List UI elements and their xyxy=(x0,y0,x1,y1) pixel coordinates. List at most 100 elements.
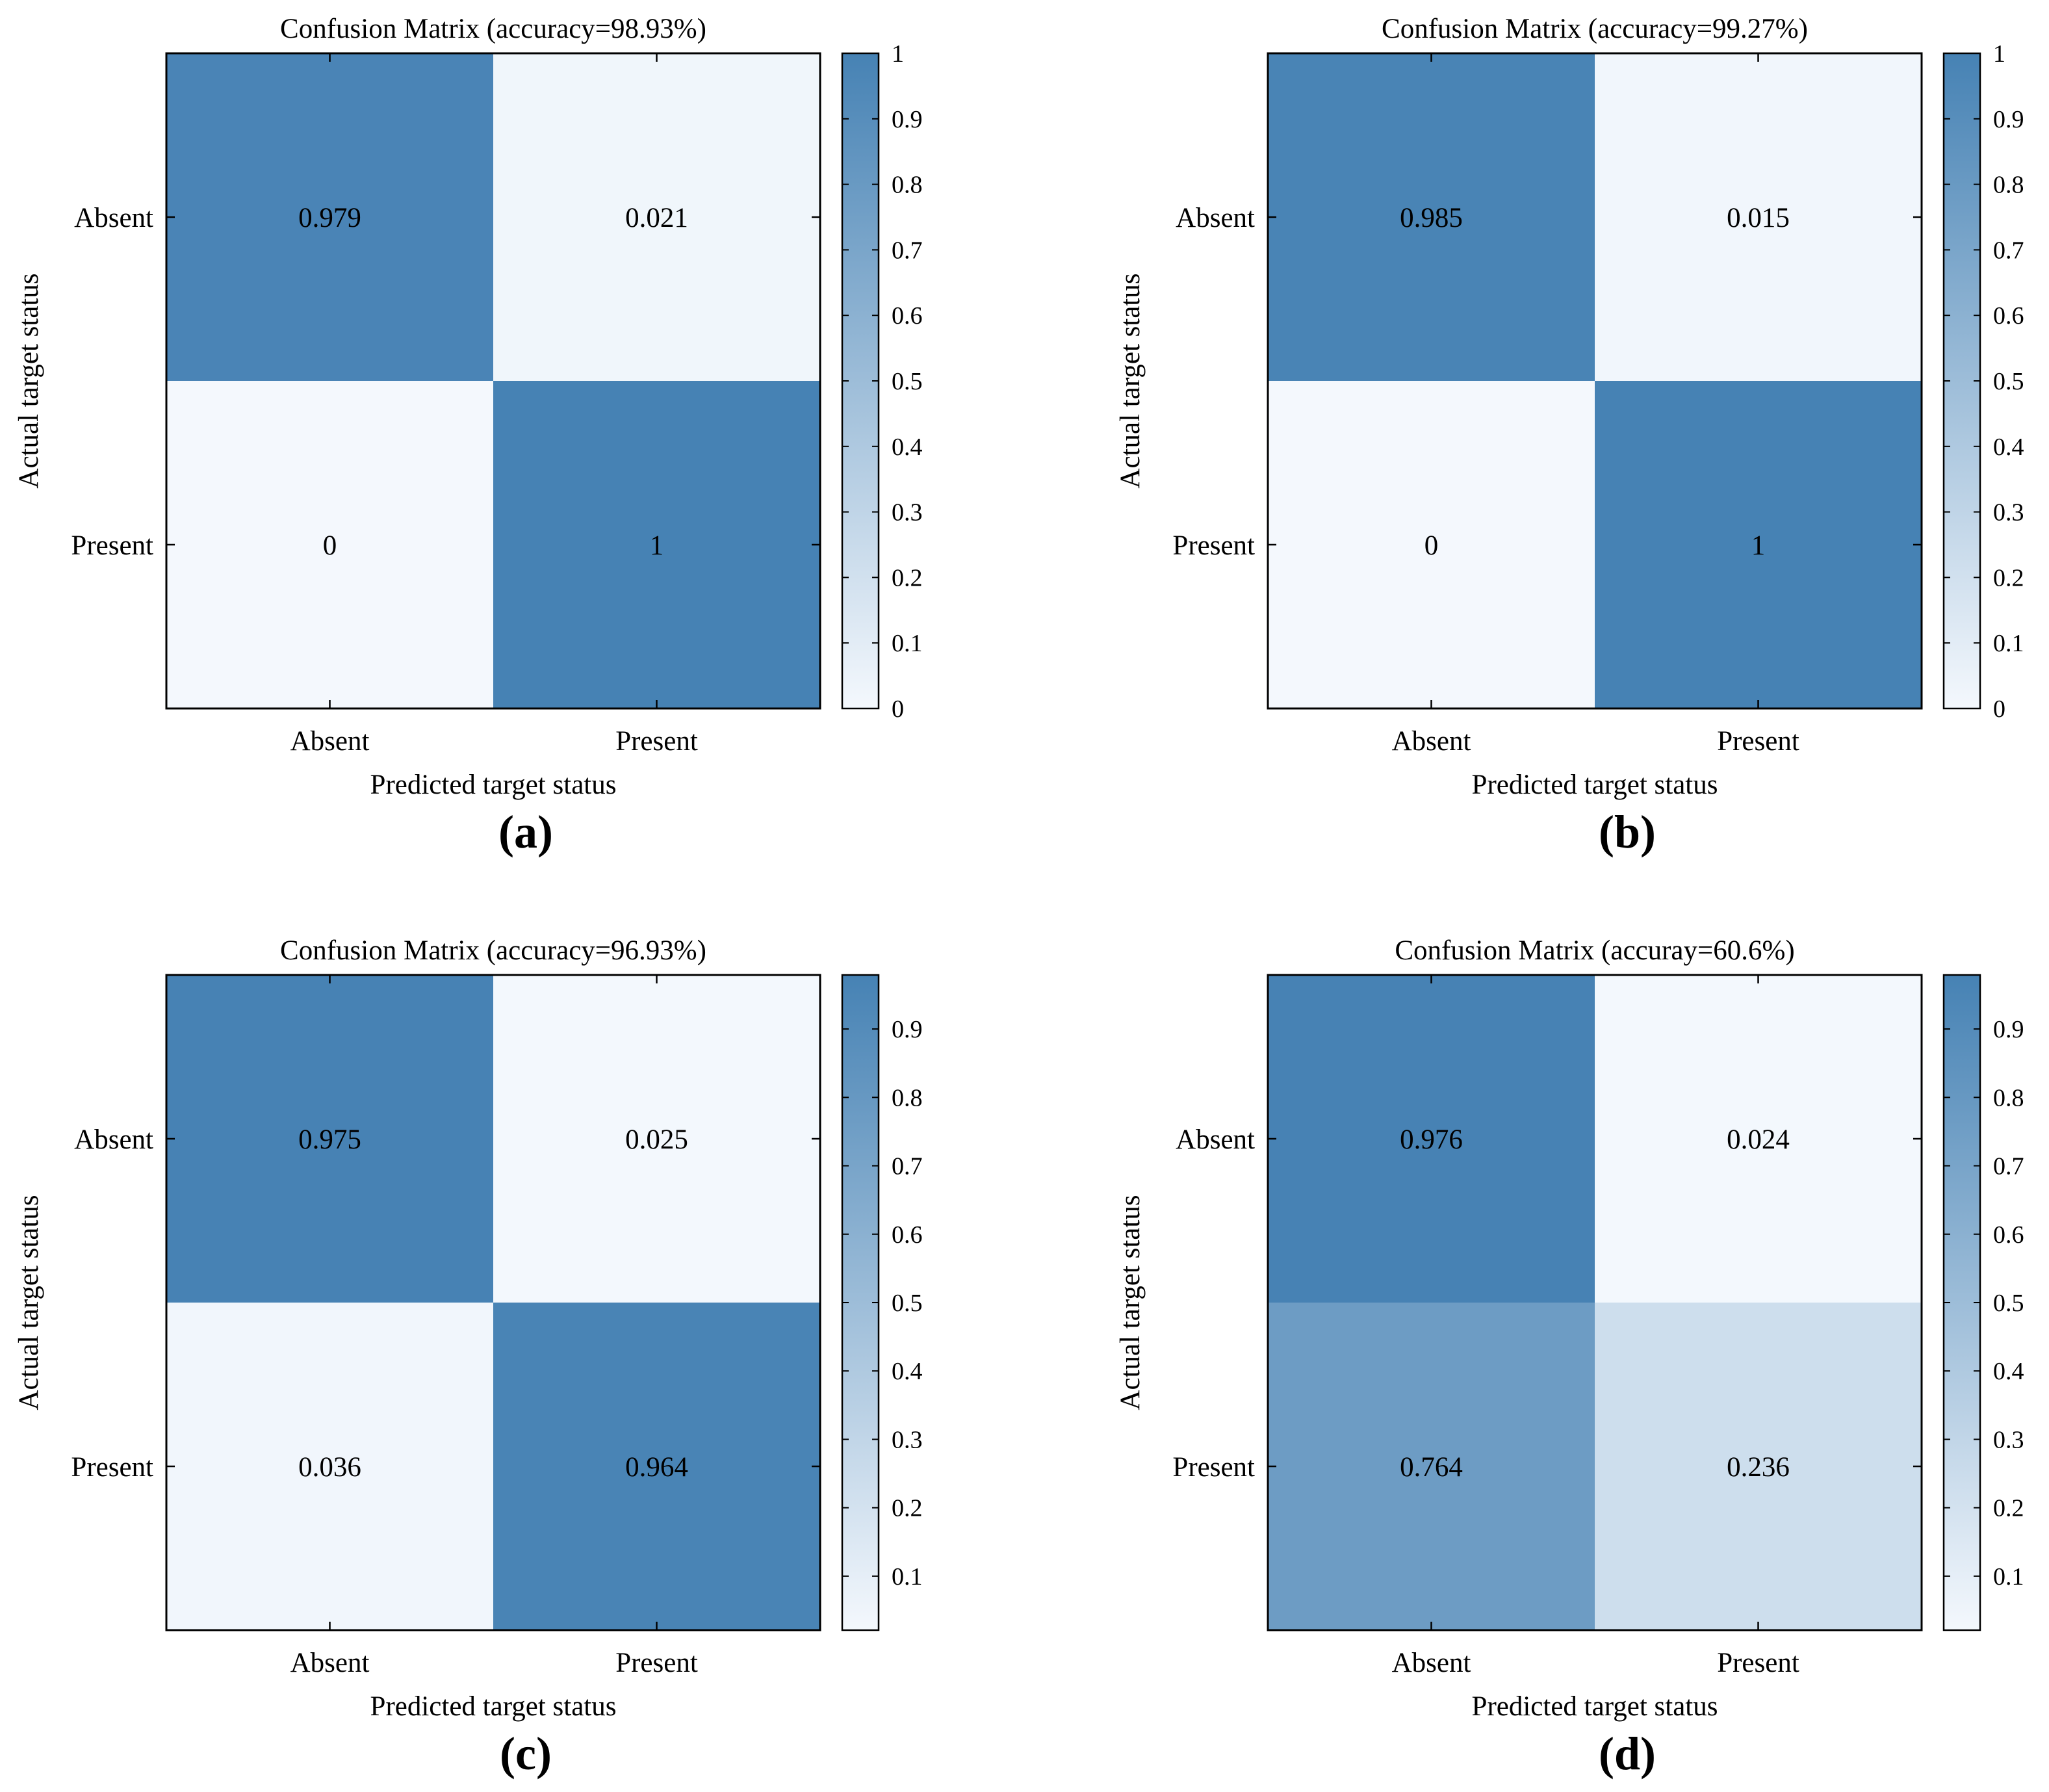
plot-frame xyxy=(165,52,821,710)
colorbar-tick-label: 0.8 xyxy=(1993,172,2024,199)
matrix-cell xyxy=(493,53,820,381)
y-tick-label: Absent xyxy=(74,1124,153,1155)
chart-title: Confusion Matrix (accuray=60.6%) xyxy=(1395,935,1794,966)
chart-title: Confusion Matrix (accuracy=98.93%) xyxy=(280,14,706,44)
colorbar-tick-label: 0.4 xyxy=(1993,434,2024,461)
colorbar-tick-label: 0.4 xyxy=(1993,1358,2024,1385)
x-axis-label: Predicted target status xyxy=(370,770,617,800)
matrix-cell xyxy=(166,975,493,1303)
x-tick-label: Present xyxy=(1717,726,1799,757)
cell-value-label: 0 xyxy=(1424,530,1439,561)
matrix-cell xyxy=(1595,1303,1922,1630)
matrix-cell xyxy=(1595,975,1922,1303)
colorbar-tick-label: 0.3 xyxy=(1993,1426,2024,1453)
colorbar-tick-label: 0.5 xyxy=(892,1290,923,1317)
colorbar-tick-label: 1 xyxy=(1993,40,2005,68)
cell-value-label: 1 xyxy=(1751,530,1766,561)
y-axis-label: Actual target status xyxy=(14,273,44,488)
colorbar-tick-label: 0.8 xyxy=(892,172,923,199)
colorbar-tick-label: 1 xyxy=(892,40,904,68)
cell-value-label: 0.236 xyxy=(1727,1452,1790,1483)
x-axis-label: Predicted target status xyxy=(370,1691,617,1722)
cell-value-label: 0.764 xyxy=(1400,1452,1463,1483)
colorbar-tick-label: 0.6 xyxy=(1993,1221,2024,1249)
x-tick-label: Absent xyxy=(290,726,370,757)
colorbar-tick-label: 0.6 xyxy=(892,302,923,330)
matrix-cell xyxy=(1595,381,1922,708)
plot-frame xyxy=(165,974,821,1631)
x-tick-label: Present xyxy=(1717,1648,1799,1678)
colorbar-tick-label: 0.1 xyxy=(1993,1563,2024,1591)
cell-value-label: 0.964 xyxy=(625,1452,688,1483)
colorbar-tick-label: 0.5 xyxy=(1993,368,2024,395)
colorbar-tick-label: 0.7 xyxy=(892,237,923,264)
panel-d: Confusion Matrix (accuray=60.6%) 0.976 0.0… xyxy=(1115,935,2024,1780)
y-axis-label: Actual target status xyxy=(1115,273,1146,488)
matrix-cell xyxy=(166,53,493,381)
x-tick-label: Present xyxy=(615,1648,698,1678)
colorbar-tick-label: 0.2 xyxy=(892,564,923,591)
chart-title: Confusion Matrix (accuracy=96.93%) xyxy=(280,935,706,966)
matrix-cell xyxy=(1268,975,1595,1303)
y-tick-label: Present xyxy=(1172,530,1255,561)
colorbar-tick-label: 0.9 xyxy=(892,106,923,133)
colorbar-tick-label: 0.1 xyxy=(892,1563,923,1591)
y-tick-label: Absent xyxy=(74,203,153,233)
matrix-cell xyxy=(493,381,820,708)
y-axis-label: Actual target status xyxy=(1115,1195,1146,1410)
cell-value-label: 0.979 xyxy=(298,203,361,233)
colorbar-tick-label: 0.4 xyxy=(892,1358,923,1385)
x-axis-label: Predicted target status xyxy=(1472,770,1718,800)
colorbar-tick-label: 0.2 xyxy=(1993,564,2024,591)
colorbar-tick-label: 0.6 xyxy=(892,1221,923,1249)
colorbar-tick-label: 0.8 xyxy=(892,1084,923,1111)
colorbar-tick-label: 0.9 xyxy=(1993,1016,2024,1043)
colorbar-tick-label: 0.7 xyxy=(892,1153,923,1180)
x-tick-label: Absent xyxy=(1392,726,1471,757)
cell-value-label: 0.975 xyxy=(298,1124,361,1155)
matrix-cell xyxy=(493,975,820,1303)
colorbar-tick-label: 0.3 xyxy=(892,499,923,526)
matrix-cell xyxy=(1268,1303,1595,1630)
colorbar-tick-label: 0.7 xyxy=(1993,237,2024,264)
y-tick-label: Present xyxy=(1172,1452,1255,1483)
cell-value-label: 1 xyxy=(650,530,664,561)
colorbar-tick-label: 0.3 xyxy=(892,1426,923,1453)
matrix-cell xyxy=(166,381,493,708)
matrix-cell xyxy=(1268,381,1595,708)
panel-c: Confusion Matrix (accuracy=96.93%) 0.975 0… xyxy=(14,935,923,1780)
cell-value-label: 0.036 xyxy=(298,1452,361,1483)
plot-frame xyxy=(1267,52,1923,710)
cell-value-label: 0.024 xyxy=(1727,1124,1790,1155)
y-tick-label: Present xyxy=(71,1452,153,1483)
panel-label: (c) xyxy=(500,1728,552,1780)
colorbar-tick-label: 0.2 xyxy=(1993,1495,2024,1522)
matrix-cell xyxy=(166,1303,493,1630)
colorbar-tick-label: 0.5 xyxy=(892,368,923,395)
colorbar-tick-label: 0 xyxy=(1993,695,2005,723)
x-tick-label: Present xyxy=(615,726,698,757)
y-tick-label: Present xyxy=(71,530,153,561)
colorbar-tick-label: 0.7 xyxy=(1993,1153,2024,1180)
x-tick-label: Absent xyxy=(290,1648,370,1678)
panel-label: (b) xyxy=(1599,806,1656,858)
x-axis-label: Predicted target status xyxy=(1472,1691,1718,1722)
panel-a: Confusion Matrix (accuracy=98.93%) 0.979 0… xyxy=(14,14,923,858)
plot-frame xyxy=(1267,974,1923,1631)
panel-b: Confusion Matrix (accuracy=99.27%) 0.985 0… xyxy=(1115,14,2024,858)
matrix-cell xyxy=(1595,53,1922,381)
y-tick-label: Absent xyxy=(1176,203,1255,233)
matrix-cell xyxy=(493,1303,820,1630)
colorbar-tick-label: 0.3 xyxy=(1993,499,2024,526)
colorbar-tick-label: 0.9 xyxy=(1993,106,2024,133)
colorbar-tick-label: 0.9 xyxy=(892,1016,923,1043)
cell-value-label: 0.025 xyxy=(625,1124,688,1155)
panel-label: (a) xyxy=(498,806,553,858)
colorbar-tick-label: 0.2 xyxy=(892,1495,923,1522)
x-tick-label: Absent xyxy=(1392,1648,1471,1678)
colorbar-tick-label: 0.4 xyxy=(892,434,923,461)
y-axis-label: Actual target status xyxy=(14,1195,44,1410)
colorbar-tick-label: 0.1 xyxy=(892,630,923,657)
cell-value-label: 0.985 xyxy=(1400,203,1463,233)
